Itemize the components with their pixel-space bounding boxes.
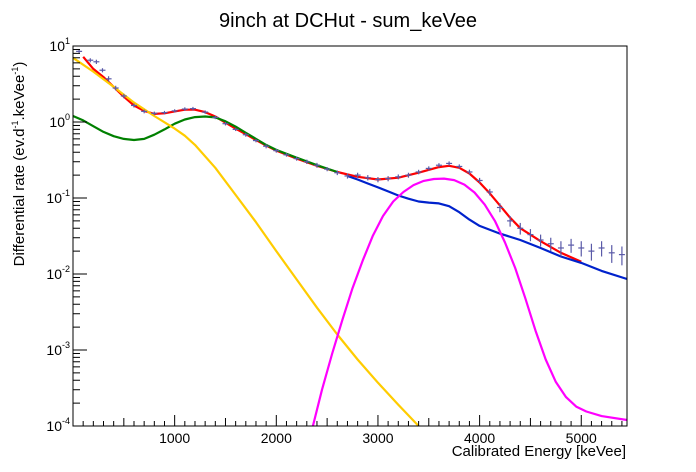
data-point [93, 59, 100, 64]
data-point [435, 163, 442, 168]
data-point [527, 229, 534, 242]
data-point [283, 153, 290, 157]
data-point [87, 58, 94, 63]
fit-curve-4 [311, 177, 628, 427]
data-point [151, 111, 158, 116]
data-point [171, 109, 178, 113]
x-axis-label: Calibrated Energy [keVee] [452, 443, 626, 460]
data-point [212, 115, 219, 120]
data-point [334, 170, 341, 176]
data-point [466, 169, 473, 175]
chart-title: 9inch at DCHut - sum_keVee [219, 10, 477, 32]
data-point [425, 166, 432, 171]
fit-curve-1 [347, 174, 628, 281]
x-tick-label: 1000 [159, 430, 190, 446]
data-point [189, 106, 196, 111]
data-point [415, 169, 422, 175]
x-axis: 1000 2000 3000 4000 5000 [82, 415, 623, 446]
data-point [293, 156, 300, 161]
data-point [517, 222, 524, 235]
data-point [405, 172, 412, 178]
data-point [324, 167, 331, 172]
data-point [364, 175, 371, 181]
data-point [446, 161, 453, 166]
data-point [273, 148, 280, 153]
data-point [252, 138, 259, 143]
data-point [181, 107, 188, 111]
data-point [354, 172, 361, 178]
fit-curve-0 [82, 56, 582, 263]
y-tick-label: 10-4 [46, 416, 70, 434]
fit-curve-2 [72, 114, 338, 174]
data-point [476, 177, 483, 184]
data-point [141, 109, 148, 114]
data-point [242, 132, 249, 137]
data-point [112, 85, 119, 91]
x-tick-label: 4000 [464, 430, 495, 446]
y-tick-label: 10-1 [46, 188, 70, 206]
data-points [76, 49, 625, 266]
y-tick-label: 101 [49, 36, 70, 54]
data-point [222, 122, 229, 126]
data-point [99, 68, 106, 73]
data-point [598, 241, 605, 257]
data-point [568, 238, 575, 253]
data-point [313, 162, 320, 168]
data-point [232, 127, 239, 132]
data-point [557, 241, 564, 257]
data-point [547, 237, 554, 252]
data-point [202, 110, 209, 114]
data-point [374, 176, 381, 183]
y-tick-label: 100 [49, 112, 70, 130]
data-point [385, 176, 392, 182]
x-tick-label: 5000 [566, 430, 597, 446]
fit-curve-3 [72, 56, 420, 427]
data-point [537, 234, 544, 247]
data-point [344, 173, 351, 179]
y-axis-label: Differential rate (ev.d-1.keVee-1) [10, 62, 28, 267]
data-point [76, 49, 83, 54]
data-point [486, 188, 493, 196]
y-tick-label: 10-3 [46, 340, 70, 358]
data-point [618, 246, 625, 266]
data-point [456, 164, 463, 169]
fit-curves [72, 56, 628, 427]
data-point [507, 215, 514, 227]
data-point [130, 103, 137, 108]
y-axis: 101 100 10-1 10-2 10-3 10-4 [46, 36, 87, 434]
data-point [578, 241, 585, 257]
plot-frame [72, 45, 628, 427]
data-point [263, 144, 270, 149]
data-point [161, 110, 168, 115]
y-tick-label: 10-2 [46, 264, 70, 282]
data-point [105, 76, 112, 82]
data-point [303, 159, 310, 165]
data-point [395, 174, 402, 180]
data-point [608, 245, 615, 263]
x-tick-label: 3000 [362, 430, 393, 446]
data-point [120, 93, 127, 99]
data-point [496, 203, 503, 213]
x-tick-label: 2000 [261, 430, 292, 446]
data-point [588, 243, 595, 261]
